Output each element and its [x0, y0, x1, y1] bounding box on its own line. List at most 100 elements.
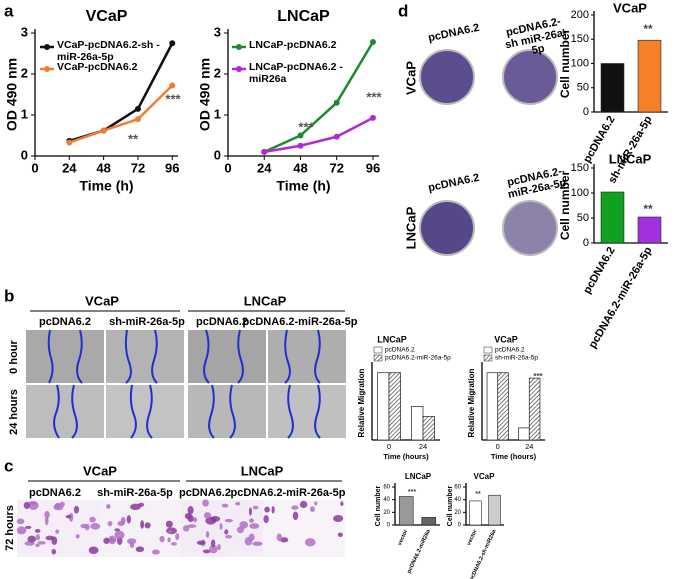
y-tick-label: 3	[21, 24, 28, 39]
legend-label: LNCaP-pcDNA6.2	[249, 39, 337, 51]
annotation: ***	[165, 91, 181, 106]
legend-label: pcDNA6.2-miR-26a-5p	[385, 355, 451, 362]
cell-blob	[299, 500, 308, 509]
y-axis-label: Relative Migration	[357, 368, 366, 437]
cell-blob	[89, 516, 96, 523]
wound-edge	[129, 384, 137, 439]
y-tick-label: 2	[214, 65, 221, 80]
cell-blob	[340, 501, 344, 506]
bar	[486, 372, 499, 441]
cell-blob	[209, 545, 218, 554]
y-tick-label: 100	[571, 187, 589, 199]
transwell-image	[263, 500, 345, 557]
y-tick-label: 0	[387, 523, 391, 529]
y-tick-label: 1	[214, 106, 221, 121]
y-tick-label: 0	[21, 147, 28, 162]
y-tick-label: 40	[383, 497, 390, 503]
wound-image	[106, 385, 184, 438]
legend-label: LNCaP-pcDNA6.2 -miR26a	[249, 61, 343, 85]
wound-edge	[76, 329, 83, 384]
y-tick-label: 60	[383, 485, 390, 491]
legend-marker	[44, 44, 50, 50]
data-point	[297, 132, 304, 139]
x-tick-label: 72	[131, 160, 145, 175]
cell-blob	[239, 521, 249, 529]
x-axis-label: Time (h)	[276, 178, 330, 194]
colony-plate	[502, 49, 558, 105]
cell-blob	[210, 539, 216, 548]
cell-blob	[88, 546, 99, 555]
cell-blob	[217, 544, 221, 551]
data-point	[66, 139, 73, 146]
cell-blob	[106, 504, 111, 509]
cell-blob	[90, 523, 101, 530]
cell-blob	[28, 501, 37, 505]
data-point	[169, 82, 176, 89]
cell-blob	[16, 526, 27, 535]
annotation: **	[643, 22, 653, 36]
x-tick-label: 0	[387, 442, 391, 451]
wound-image	[188, 385, 266, 438]
panel-label: d	[398, 1, 408, 20]
legend-label: sh-miR-26a-5p	[495, 355, 538, 362]
chart-title: VCaP	[474, 472, 496, 481]
cell-blob	[151, 549, 160, 555]
y-tick-label: 3	[214, 24, 221, 39]
cell-blob	[170, 542, 178, 546]
panel-label: b	[4, 286, 14, 305]
colony-plate	[502, 200, 558, 256]
row-label: 72 hours	[4, 505, 16, 551]
wound-image	[26, 330, 104, 383]
y-axis-label: OD 490 nm	[197, 58, 213, 131]
cell-blob	[182, 525, 190, 532]
y-axis-label: Cell number	[558, 171, 572, 241]
cell-blobs	[16, 499, 344, 555]
chart-title: LNCaP	[377, 334, 407, 344]
data-point	[333, 133, 340, 140]
group-header: VCaP	[85, 293, 119, 308]
y-tick-label: 60	[454, 485, 461, 491]
legend-label: VCaP-pcDNA6.2	[57, 61, 138, 73]
y-axis-label: Cell number	[375, 485, 382, 526]
cell-blob	[65, 514, 72, 519]
cell-blob	[202, 499, 209, 507]
y-tick-label: 20	[454, 510, 461, 516]
row-label: 0 hour	[8, 339, 20, 373]
bar	[600, 63, 625, 113]
x-tick-label: 48	[293, 160, 307, 175]
legend-label: pcDNA6.2	[385, 347, 415, 354]
bar	[637, 39, 662, 113]
x-tick-label: pcDNA6.2-miR-26a-5p	[587, 245, 655, 351]
y-axis-label: OD 490 nm	[4, 58, 20, 131]
y-tick-label: 0	[458, 523, 462, 529]
column-header: pcDNA6.2	[29, 487, 81, 499]
wound-edge	[47, 329, 54, 384]
bar	[411, 406, 424, 441]
wound-edge	[53, 384, 60, 439]
row-label: 24 hours	[8, 389, 20, 435]
colony-plate	[419, 49, 475, 105]
cell-blob	[140, 520, 145, 529]
wound-image	[188, 330, 266, 383]
data-point	[297, 142, 304, 149]
cell-blob	[138, 502, 145, 507]
cell-blob	[73, 505, 80, 514]
y-axis-label: Relative Migration	[467, 368, 476, 437]
cell-blob	[249, 523, 260, 529]
cell-blob	[224, 518, 233, 523]
x-tick-label: 96	[366, 160, 380, 175]
wound-image	[268, 385, 346, 438]
wound-image	[106, 330, 184, 383]
colony-plate	[419, 200, 475, 256]
cell-blob	[264, 506, 270, 513]
cell-blob	[108, 535, 117, 545]
legend-swatch	[483, 354, 493, 362]
annotation: ***	[408, 489, 416, 496]
cell-blob	[27, 535, 37, 543]
cell-blob	[107, 520, 113, 527]
cell-blob	[55, 529, 60, 534]
column-header: pcDNA6.2	[196, 316, 248, 328]
cell-blob	[333, 514, 344, 522]
cell-blob	[219, 523, 223, 530]
